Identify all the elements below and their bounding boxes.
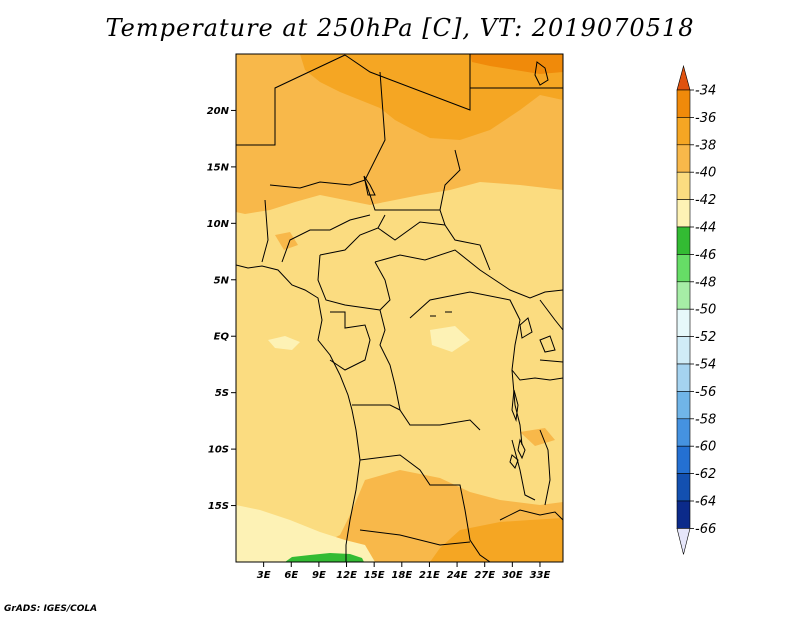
contour-fill-band-36-north: [300, 54, 563, 140]
lon-tick-label: 27E: [474, 570, 495, 581]
colorbar-label: -40: [695, 166, 716, 181]
contour-fill-band-34-northeast: [470, 54, 563, 74]
colorbar-swatch: [676, 89, 691, 118]
colorbar-label: -38: [695, 138, 716, 153]
colorbar-swatch: [676, 473, 691, 502]
lat-tick-label: 15S: [208, 501, 229, 512]
contour-fill-band-42-southwest: [236, 505, 375, 562]
colorbar-label: -48: [695, 275, 716, 290]
contour-fill-band-38-patch-1: [275, 232, 298, 250]
lat-tick-label: 20N: [207, 106, 230, 117]
lon-tick-label: 6E: [284, 570, 298, 581]
colorbar-swatch: [676, 391, 691, 420]
lon-tick-label: 3E: [257, 570, 271, 581]
colorbar-swatch: [676, 336, 691, 365]
colorbar-swatch: [676, 363, 691, 392]
temperature-colorbar: -34 -36 -38 -40 -42 -44 -46 -48 -50 -52 -54 -56 -58 -…: [676, 64, 716, 555]
colorbar-label: -56: [695, 385, 716, 400]
lat-tick-label: 10S: [208, 445, 229, 456]
country-boundaries: [236, 54, 563, 562]
lon-tick-label: 30E: [502, 570, 523, 581]
colorbar-label: -66: [695, 522, 716, 537]
longitude-axis: 3E 6E 9E 12E 15E 18E 21E 24E 27E 30E 33E: [257, 562, 551, 581]
lon-tick-label: 33E: [530, 570, 551, 581]
colorbar-label: -44: [695, 221, 716, 236]
lat-tick-label: EQ: [214, 332, 230, 343]
map-frame: [235, 53, 564, 563]
colorbar-swatch: [676, 144, 691, 173]
lon-tick-label: 15E: [364, 570, 385, 581]
colorbar-label: -50: [695, 303, 716, 318]
colorbar-label: -36: [695, 111, 716, 126]
contour-fill-band-44-southwest: [285, 553, 364, 562]
lon-tick-label: 12E: [336, 570, 357, 581]
plot-title: Temperature at 250hPa [C], VT: 201907051…: [105, 14, 695, 42]
colorbar-swatch: [676, 445, 691, 474]
colorbar-swatch: [676, 418, 691, 447]
colorbar-top-arrow: [676, 64, 691, 91]
colorbar-swatch: [676, 281, 691, 310]
lat-tick-label: 5N: [214, 275, 230, 286]
lat-tick-label: 15N: [207, 162, 230, 173]
contour-fill-band-42-patch-2: [430, 326, 470, 352]
colorbar-label: -62: [695, 467, 716, 482]
grads-credit: GrADS: IGES/COLA: [4, 604, 98, 614]
colorbar-swatch: [676, 171, 691, 200]
colorbar-swatch: [676, 500, 691, 529]
colorbar-label: -52: [695, 330, 716, 345]
latitude-axis: 20N 15N 10N 5N EQ 5S 10S 15S: [207, 106, 236, 512]
colorbar-label: -46: [695, 248, 716, 263]
colorbar-label: -58: [695, 412, 716, 427]
colorbar-bottom-arrow: [676, 528, 691, 555]
lat-tick-label: 10N: [207, 219, 230, 230]
colorbar-swatch: [676, 117, 691, 146]
lon-tick-label: 21E: [419, 570, 440, 581]
map-plot-area: [235, 53, 564, 563]
temperature-contour-fills: [236, 54, 563, 562]
colorbar-label: -54: [695, 358, 716, 373]
colorbar-swatch: [676, 226, 691, 255]
colorbar-swatch: [676, 254, 691, 283]
lon-tick-label: 24E: [447, 570, 468, 581]
contour-fill-band-42-patch-1: [268, 336, 300, 350]
colorbar-swatch: [676, 199, 691, 228]
contour-fill-band-36-southeast: [430, 518, 563, 562]
lat-tick-label: 5S: [215, 388, 229, 399]
colorbar-label: -42: [695, 193, 716, 208]
colorbar-swatch: [676, 308, 691, 337]
colorbar-label: -34: [695, 84, 716, 99]
lon-tick-label: 9E: [312, 570, 326, 581]
colorbar-label: -64: [695, 495, 716, 510]
lon-tick-label: 18E: [391, 570, 412, 581]
colorbar-label: -60: [695, 440, 716, 455]
contour-fill-band-38-patch-2: [520, 428, 555, 446]
